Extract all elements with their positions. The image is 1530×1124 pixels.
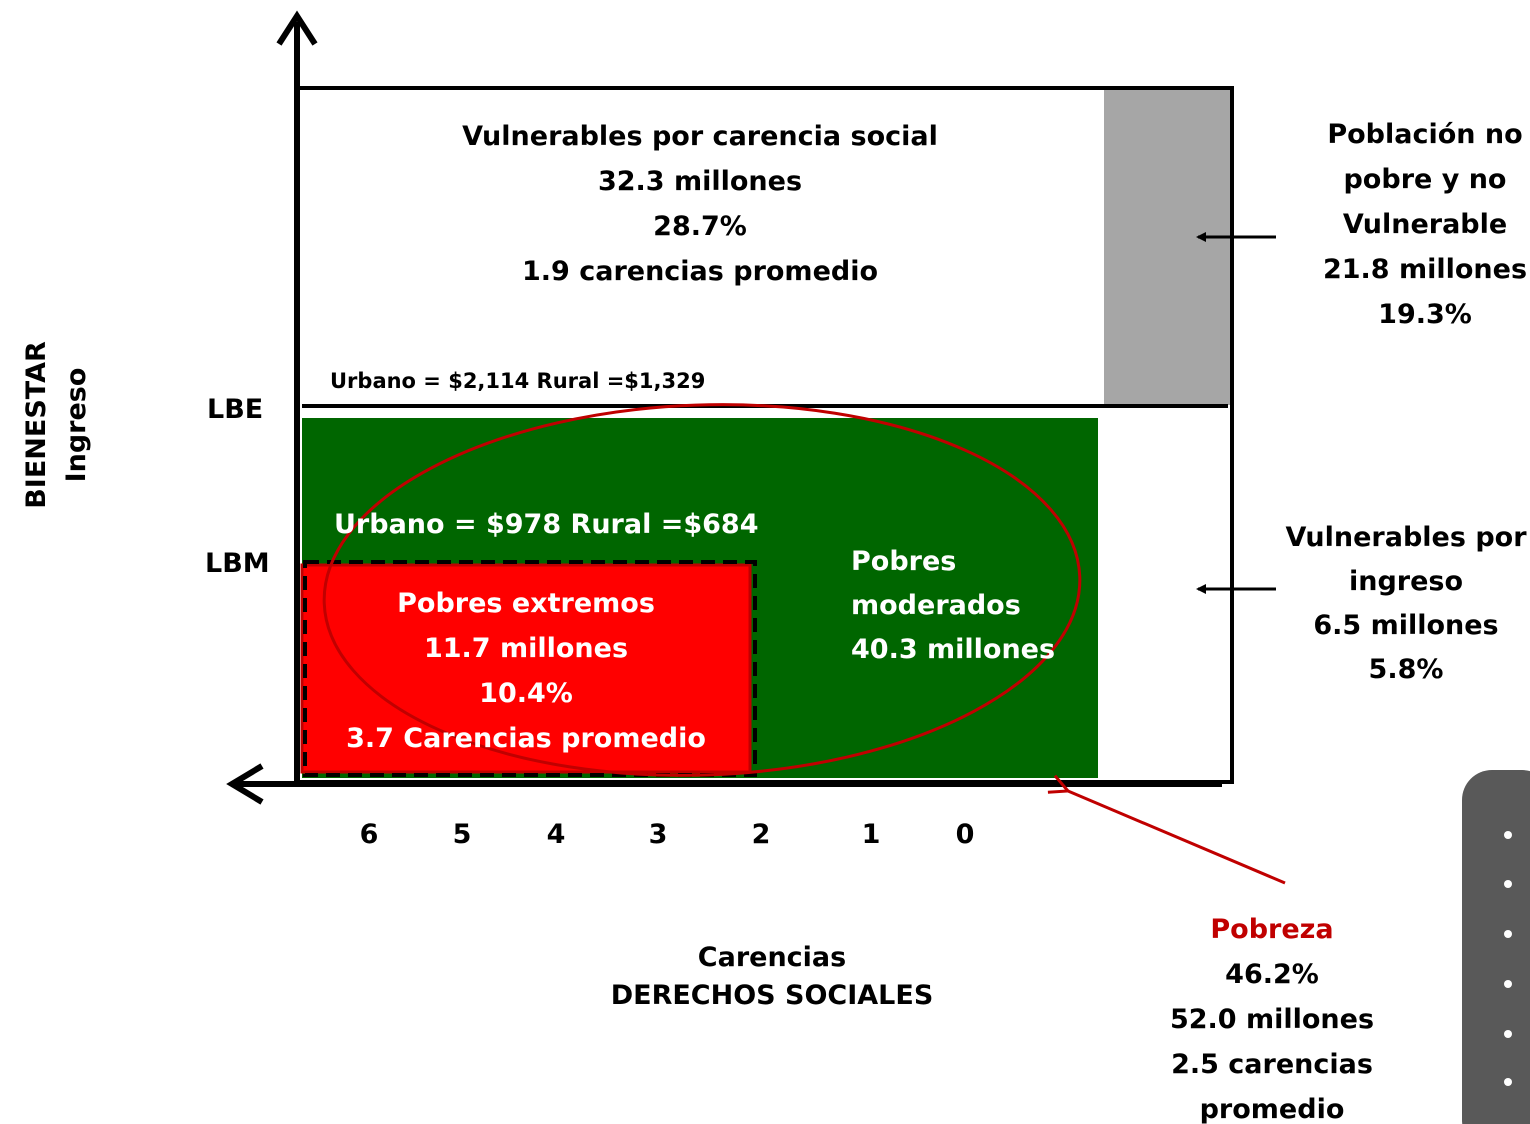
region-text: Población no xyxy=(1327,119,1522,150)
region-text: 19.3% xyxy=(1378,299,1472,330)
lbm-text: Urbano = $978 Rural =$684 xyxy=(334,509,759,540)
lbe-label: LBE xyxy=(207,394,263,425)
dynamic-texts: 6 5 4 3 2 1 0 Vulnerables por carencia social 32… xyxy=(346,119,1527,1124)
region-text: 1.9 carencias promedio xyxy=(522,256,878,287)
x-axis-title: Carencias xyxy=(698,942,846,973)
region-text: 5.8% xyxy=(1369,654,1444,685)
region-text: Vulnerables por xyxy=(1285,522,1527,553)
x-axis-arrow xyxy=(226,763,264,805)
x-tick-label: 2 xyxy=(752,819,771,850)
pobreza-ellipse xyxy=(322,403,1082,777)
region-text: 3.7 Carencias promedio xyxy=(346,723,706,754)
x-tick-label: 6 xyxy=(360,819,379,850)
region-text: moderados xyxy=(851,590,1021,621)
region-text: Vulnerables por carencia social xyxy=(462,121,938,152)
region-text: 40.3 millones xyxy=(851,634,1055,665)
panel-bullets xyxy=(1504,831,1512,1086)
region-text: 10.4% xyxy=(479,678,573,709)
pobreza-text: 46.2% xyxy=(1225,959,1319,990)
extremos-area xyxy=(300,563,752,774)
region-text: pobre y no xyxy=(1343,164,1506,195)
region-text: Pobres extremos xyxy=(397,588,655,619)
region-text: Vulnerable xyxy=(1343,209,1507,240)
region-text: 11.7 millones xyxy=(424,633,628,664)
x-tick-label: 0 xyxy=(956,819,975,850)
region-text: 32.3 millones xyxy=(598,166,802,197)
y-axis-subtitle: Ingreso xyxy=(61,368,92,483)
side-panel xyxy=(1462,770,1530,1124)
x-axis-subtitle: DERECHOS SOCIALES xyxy=(611,980,934,1011)
pobreza-title: Pobreza xyxy=(1210,914,1333,945)
lbe-text: Urbano = $2,114 Rural =$1,329 xyxy=(330,369,705,393)
no-pobre-area xyxy=(1104,90,1230,405)
extremos-dashed xyxy=(303,560,757,777)
x-tick-label: 3 xyxy=(649,819,668,850)
arrow-pobreza xyxy=(1068,791,1286,885)
pobreza-text: 2.5 carencias xyxy=(1171,1049,1373,1080)
lbm-label: LBM xyxy=(205,548,270,579)
x-tick-label: 4 xyxy=(547,819,566,850)
region-text: Pobres xyxy=(851,546,956,577)
x-tick-label: 5 xyxy=(453,819,472,850)
region-text: 28.7% xyxy=(653,211,747,242)
y-axis-arrow xyxy=(276,10,318,46)
pobreza-text: promedio xyxy=(1200,1094,1345,1124)
y-axis-title: BIENESTAR xyxy=(21,341,52,509)
x-tick-label: 1 xyxy=(862,819,881,850)
region-text: 6.5 millones xyxy=(1313,610,1498,641)
pobreza-text: 52.0 millones xyxy=(1170,1004,1374,1035)
region-text: ingreso xyxy=(1349,566,1463,597)
region-text: 21.8 millones xyxy=(1323,254,1527,285)
